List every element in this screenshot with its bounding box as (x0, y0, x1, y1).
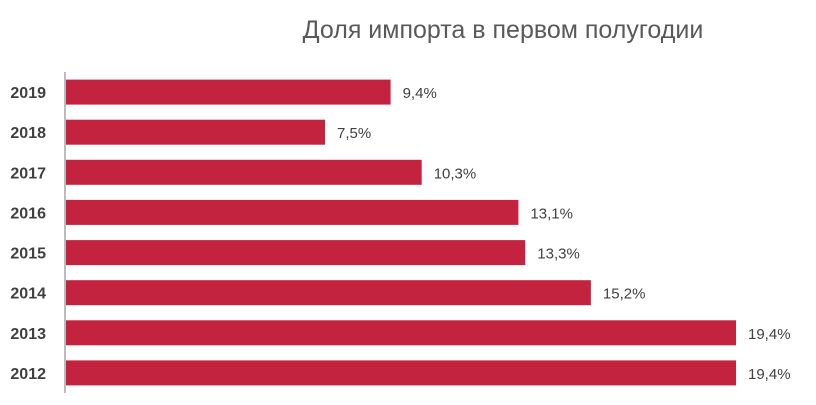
category-label-2012: 2012 (10, 366, 46, 383)
value-label-2019: 9,4% (403, 85, 437, 102)
bar-2012 (66, 360, 736, 386)
category-label-2015: 2015 (10, 246, 46, 263)
value-label-2013: 19,4% (748, 326, 791, 343)
category-label-2018: 2018 (10, 125, 46, 142)
chart-title: Доля импорта в первом полугодии (303, 16, 704, 44)
category-label-2017: 2017 (10, 165, 46, 182)
category-label-2014: 2014 (10, 286, 46, 303)
value-label-2015: 13,3% (537, 246, 580, 263)
value-label-2014: 15,2% (603, 286, 646, 303)
value-label-2017: 10,3% (434, 165, 477, 182)
value-label-2018: 7,5% (337, 125, 371, 142)
bar-2015 (66, 240, 526, 266)
category-label-2013: 2013 (10, 326, 46, 343)
value-label-2012: 19,4% (748, 366, 791, 383)
category-label-2016: 2016 (10, 205, 46, 222)
value-label-2016: 13,1% (530, 205, 573, 222)
bars-group: 2019 9,4% 2018 7,5% 2017 10,3% 2016 13,1% 2015 13… (10, 79, 791, 386)
bar-2017 (66, 159, 422, 185)
category-label-2019: 2019 (10, 85, 46, 102)
bar-2018 (66, 119, 325, 145)
bar-2019 (66, 79, 391, 105)
bar-2013 (66, 320, 736, 346)
bar-2016 (66, 199, 519, 225)
bar-2014 (66, 280, 591, 306)
